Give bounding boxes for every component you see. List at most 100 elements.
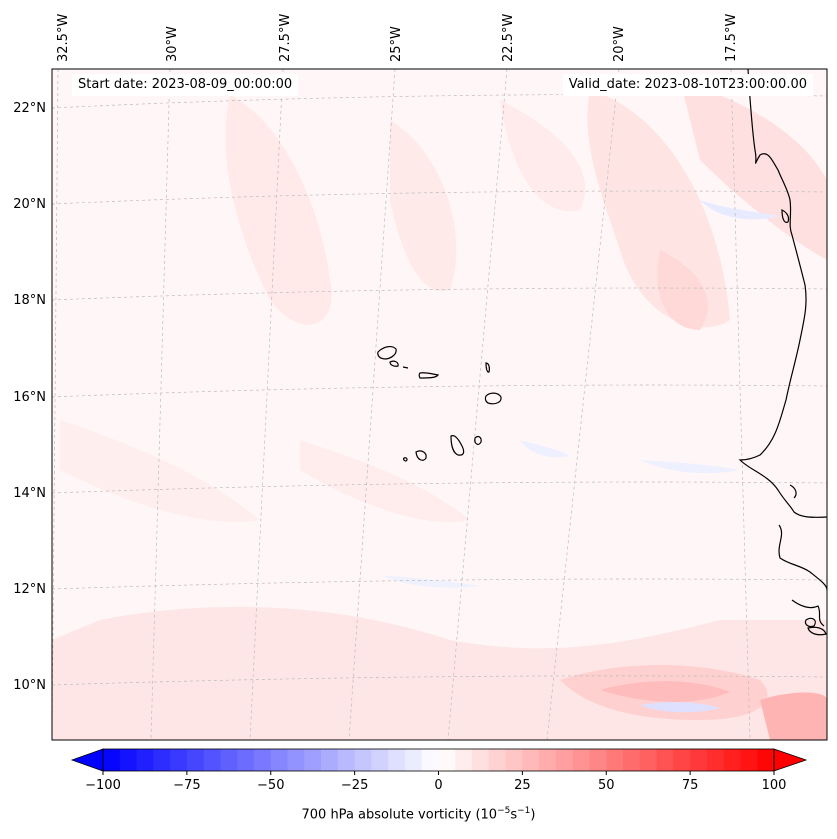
island-boa-vista: [484, 392, 502, 405]
lat-label: 22°N: [13, 101, 46, 116]
africa-coastline: [778, 524, 827, 591]
vorticity-patch: [640, 702, 720, 713]
lat-label: 18°N: [13, 293, 46, 308]
vorticity-patch: [520, 440, 570, 458]
colorbar-tick-label: 75: [682, 778, 699, 793]
colorbar-cell: [186, 749, 205, 771]
colorbar-cell: [706, 749, 725, 771]
vorticity-patch: [60, 420, 260, 522]
lat-label: 10°N: [13, 678, 46, 693]
vorticity-patch: [390, 120, 457, 292]
lat-label: 14°N: [13, 486, 46, 501]
vorticity-patch: [225, 95, 332, 325]
lat-label: 20°N: [13, 197, 46, 212]
island-santa-luzia: [402, 366, 409, 369]
island-brava: [403, 457, 408, 462]
colorbar-cell: [304, 749, 322, 771]
colorbar-cell: [237, 749, 255, 771]
island-sao-vicente: [389, 360, 399, 367]
colorbar-label-text: 700 hPa absolute vorticity (10: [301, 807, 498, 823]
colorbar-cell: [270, 749, 289, 771]
vorticity-patch: [587, 90, 730, 328]
lat-label: 12°N: [13, 582, 46, 597]
colorbar-tick-label: 50: [598, 778, 615, 793]
colorbar-tick-label: −75: [173, 778, 200, 793]
colorbar: [103, 749, 775, 771]
colorbar-tick-label: −25: [341, 778, 368, 793]
colorbar-label-exp2: −1: [517, 806, 531, 816]
island-santiago: [450, 435, 465, 456]
colorbar-cell: [656, 749, 674, 771]
lon-label: 20°W: [612, 26, 627, 62]
colorbar-cell: [673, 749, 691, 771]
colorbar-cell: [220, 749, 238, 771]
colorbar-cell: [337, 749, 356, 771]
vorticity-field: [52, 80, 827, 740]
colorbar-tick-label: −100: [85, 778, 121, 793]
colorbar-cell: [388, 749, 406, 771]
colorbar-cell: [321, 749, 339, 771]
colorbar-cell: [170, 749, 188, 771]
gridline-lon: [150, 69, 171, 740]
lon-label: 27.5°W: [278, 14, 293, 62]
colorbar-cell: [690, 749, 708, 771]
colorbar-cell: [589, 749, 607, 771]
gridline-lon: [52, 69, 59, 740]
colorbar-label-exp1: −5: [497, 806, 511, 816]
coastline: [738, 69, 827, 636]
colorbar-cell: [103, 749, 121, 771]
longitude-labels: 32.5°W 30°W 27.5°W 25°W 22.5°W 20°W 17.5…: [56, 14, 739, 62]
colorbar-cell: [119, 749, 138, 771]
colorbar-cell: [136, 749, 154, 771]
colorbar-cell: [606, 749, 624, 771]
colorbar-cell: [404, 749, 423, 771]
vorticity-patch: [700, 200, 780, 220]
colorbar-cell: [505, 749, 523, 771]
latitude-labels: 22°N 20°N 18°N 16°N 14°N 12°N 10°N: [13, 101, 46, 693]
lon-label: 17.5°W: [724, 14, 739, 62]
vorticity-patch: [640, 460, 740, 474]
vorticity-patch: [657, 250, 708, 330]
colorbar-tick-label: 25: [514, 778, 531, 793]
colorbar-cell: [253, 749, 272, 771]
gridline-lon: [546, 69, 620, 740]
gridline-lon: [730, 69, 751, 740]
colorbar-cell: [572, 749, 590, 771]
colorbar-cell: [740, 749, 758, 771]
colorbar-cell: [354, 749, 372, 771]
colorbar-cell: [488, 749, 507, 771]
colorbar-cell: [623, 749, 641, 771]
colorbar-ticks: −100 −75 −50 −25 0 25 50 75 100: [85, 771, 786, 793]
colorbar-label-unit: s: [510, 807, 518, 823]
colorbar-tick-label: 0: [434, 778, 442, 793]
colorbar-cell: [153, 749, 171, 771]
colorbar-cell: [203, 749, 221, 771]
vorticity-patch: [380, 575, 480, 588]
island-sal: [485, 362, 490, 373]
colorbar-arrow-right: [773, 748, 808, 772]
colorbar-cell: [371, 749, 389, 771]
island-fogo: [415, 450, 427, 461]
colorbar-cell: [757, 749, 775, 771]
vorticity-patch: [300, 440, 470, 522]
colorbar-arrow-left: [70, 748, 104, 772]
colorbar-cell: [287, 749, 305, 771]
gridline-lon: [348, 69, 396, 740]
gridline-lon: [249, 69, 284, 740]
africa-coastline: [738, 69, 827, 518]
colorbar-cell: [421, 749, 439, 771]
island-banc: [807, 626, 827, 636]
africa-coastline: [791, 599, 825, 627]
start-date-label: Start date: 2023-08-09_00:00:00: [72, 74, 299, 96]
colorbar-label-close: ): [530, 807, 536, 823]
valid-date-label: Valid_date: 2023-08-10T23:00:00.00: [562, 74, 813, 96]
cape-verde-islands: [377, 346, 502, 462]
island-banc: [804, 617, 816, 628]
colorbar-cell: [555, 749, 574, 771]
island-sao-nicolau: [418, 372, 440, 379]
vorticity-patch: [500, 100, 586, 212]
lon-label: 32.5°W: [56, 14, 71, 62]
colorbar-cell: [539, 749, 557, 771]
island-maio: [474, 436, 482, 445]
